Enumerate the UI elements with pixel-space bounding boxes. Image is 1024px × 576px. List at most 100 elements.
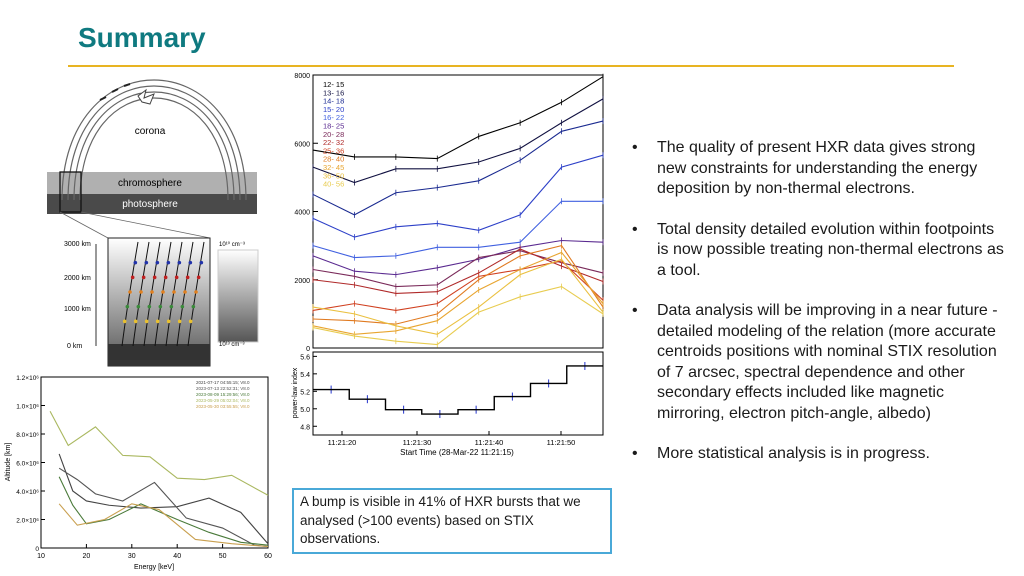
height-tick: 0 km [67,343,82,350]
electron-dot [141,275,146,280]
bullet-item: • Total density detailed evolution within… [630,220,1006,282]
spectral-y-tick-label: 6000 [294,141,310,148]
altitude-series-line [58,453,269,545]
spectral-legend-entry: 22- 32 [323,138,344,147]
index-series [313,361,603,419]
index-x-tick-label: 11:21:50 [547,438,576,447]
arrow-icon [99,83,131,101]
bullet-text: The quality of present HXR data gives st… [657,139,978,197]
altitude-x-tick-label: 60 [264,553,272,560]
electron-dot [139,290,143,294]
electron-strands [121,241,205,347]
strand-line [132,241,150,347]
spectral-plot-frame [312,74,604,349]
strand-line [165,241,183,347]
electron-dot [133,319,138,324]
electron-dot [125,304,130,309]
altitude-series [49,410,269,548]
strand-line [121,241,139,347]
density-top-label: 10¹⁰ cm⁻³ [219,241,245,248]
electron-dot [155,319,160,324]
altitude-y-tick-label: 0 [35,546,39,553]
title-underline [68,65,954,67]
spectral-legend-entry: 18- 25 [323,122,344,131]
bump-note-box: A bump is visible in 41% of HXR bursts t… [292,488,612,554]
density-bottom-label: 10¹³ cm⁻³ [219,342,245,348]
altitude-y-tick-label: 4.0×10⁶ [16,489,39,496]
spectral-series-line [312,248,604,294]
altitude-x-tick-label: 50 [219,553,227,560]
altitude-y-tick-label: 6.0×10⁶ [16,461,39,468]
bullet-text: Data analysis will be improving in a nea… [657,302,998,422]
electron-dot [130,275,135,280]
electron-dot [150,290,154,294]
electron-dot [183,290,187,294]
altitude-legend-entry: 2023-08-09 15:29:56; V8.0 [196,392,250,397]
footpoint-zoom-panel: 3000 km 2000 km 1000 km 0 km 10¹⁰ cm⁻³ 1… [64,237,259,367]
index-y-tick-label: 5.0 [300,407,310,414]
summary-bullets: • The quality of present HXR data gives s… [630,138,1006,485]
spectral-y-tick-label: 2000 [294,278,310,285]
electron-dot [136,304,141,309]
electron-dot [166,319,171,324]
index-y-tick-label: 4.8 [300,424,310,431]
electron-dot [180,304,185,309]
bullet-item: • More statistical analysis is in progres… [630,444,1006,465]
photosphere-label: photosphere [122,199,178,210]
corona-label: corona [135,126,166,137]
density-scale [217,249,259,343]
loop-line [79,97,229,201]
footpoint-base [108,344,210,366]
index-chart: 4.8 5.0 5.2 5.4 5.6 11:21:20 11:21:30 11:21:40 1… [292,351,604,457]
altitude-series-line [58,467,269,548]
altitude-x-tick-label: 20 [83,553,91,560]
spectral-legend-entry: 14- 18 [323,97,344,106]
spectral-series [312,73,604,348]
altitude-legend-entry: 2023-05-30 03:55:55; V8.0 [196,404,250,409]
spectral-series-line [312,285,604,346]
spectral-series-line [312,258,604,335]
altitude-x-label: Energy [keV] [134,564,174,571]
electron-dot [172,290,176,294]
strand-line [187,241,205,347]
chromosphere-label: chromosphere [118,178,182,189]
electron-dot [128,290,132,294]
height-tick: 3000 km [64,241,91,248]
electron-dot [196,275,201,280]
bullet-text: More statistical analysis is in progress… [657,445,930,462]
electron-dot [144,319,149,324]
altitude-y-label: Altitude [km] [5,443,12,482]
loop-line [73,91,235,201]
electron-dot [194,290,198,294]
altitude-x-tick-label: 10 [37,553,45,560]
electron-dot [185,275,190,280]
bullet-dot-icon: • [632,302,638,319]
electron-dot [166,260,171,265]
index-y-tick-label: 5.6 [300,354,310,361]
altitude-axes: 0 2.0×10⁶ 4.0×10⁶ 6.0×10⁶ 8.0×10⁶ 1.0×10⁶ 1.2×… [16,375,272,560]
altitude-series-line [58,503,269,548]
altitude-x-tick-label: 30 [128,553,136,560]
height-tick: 1000 km [64,306,91,313]
spectral-legend-entry: 20- 28 [323,130,344,139]
index-step-line [313,365,603,415]
bullet-dot-icon: • [632,445,638,462]
electron-dot [174,275,179,280]
page-title: Summary [78,22,206,53]
bullet-dot-icon: • [632,139,638,156]
electron-dot [158,304,163,309]
photosphere-layer [47,194,257,214]
index-y-label: power-law index [292,367,299,418]
loop-line [61,79,247,201]
height-tick: 2000 km [64,275,91,282]
zoom-line [59,211,109,239]
electron-dot [163,275,168,280]
electron-dot [188,319,193,324]
spectral-legend-entry: 15- 20 [323,105,344,114]
altitude-y-tick-label: 2.0×10⁶ [16,518,39,525]
index-plot-frame [312,351,604,436]
spectral-series-line [312,250,604,288]
